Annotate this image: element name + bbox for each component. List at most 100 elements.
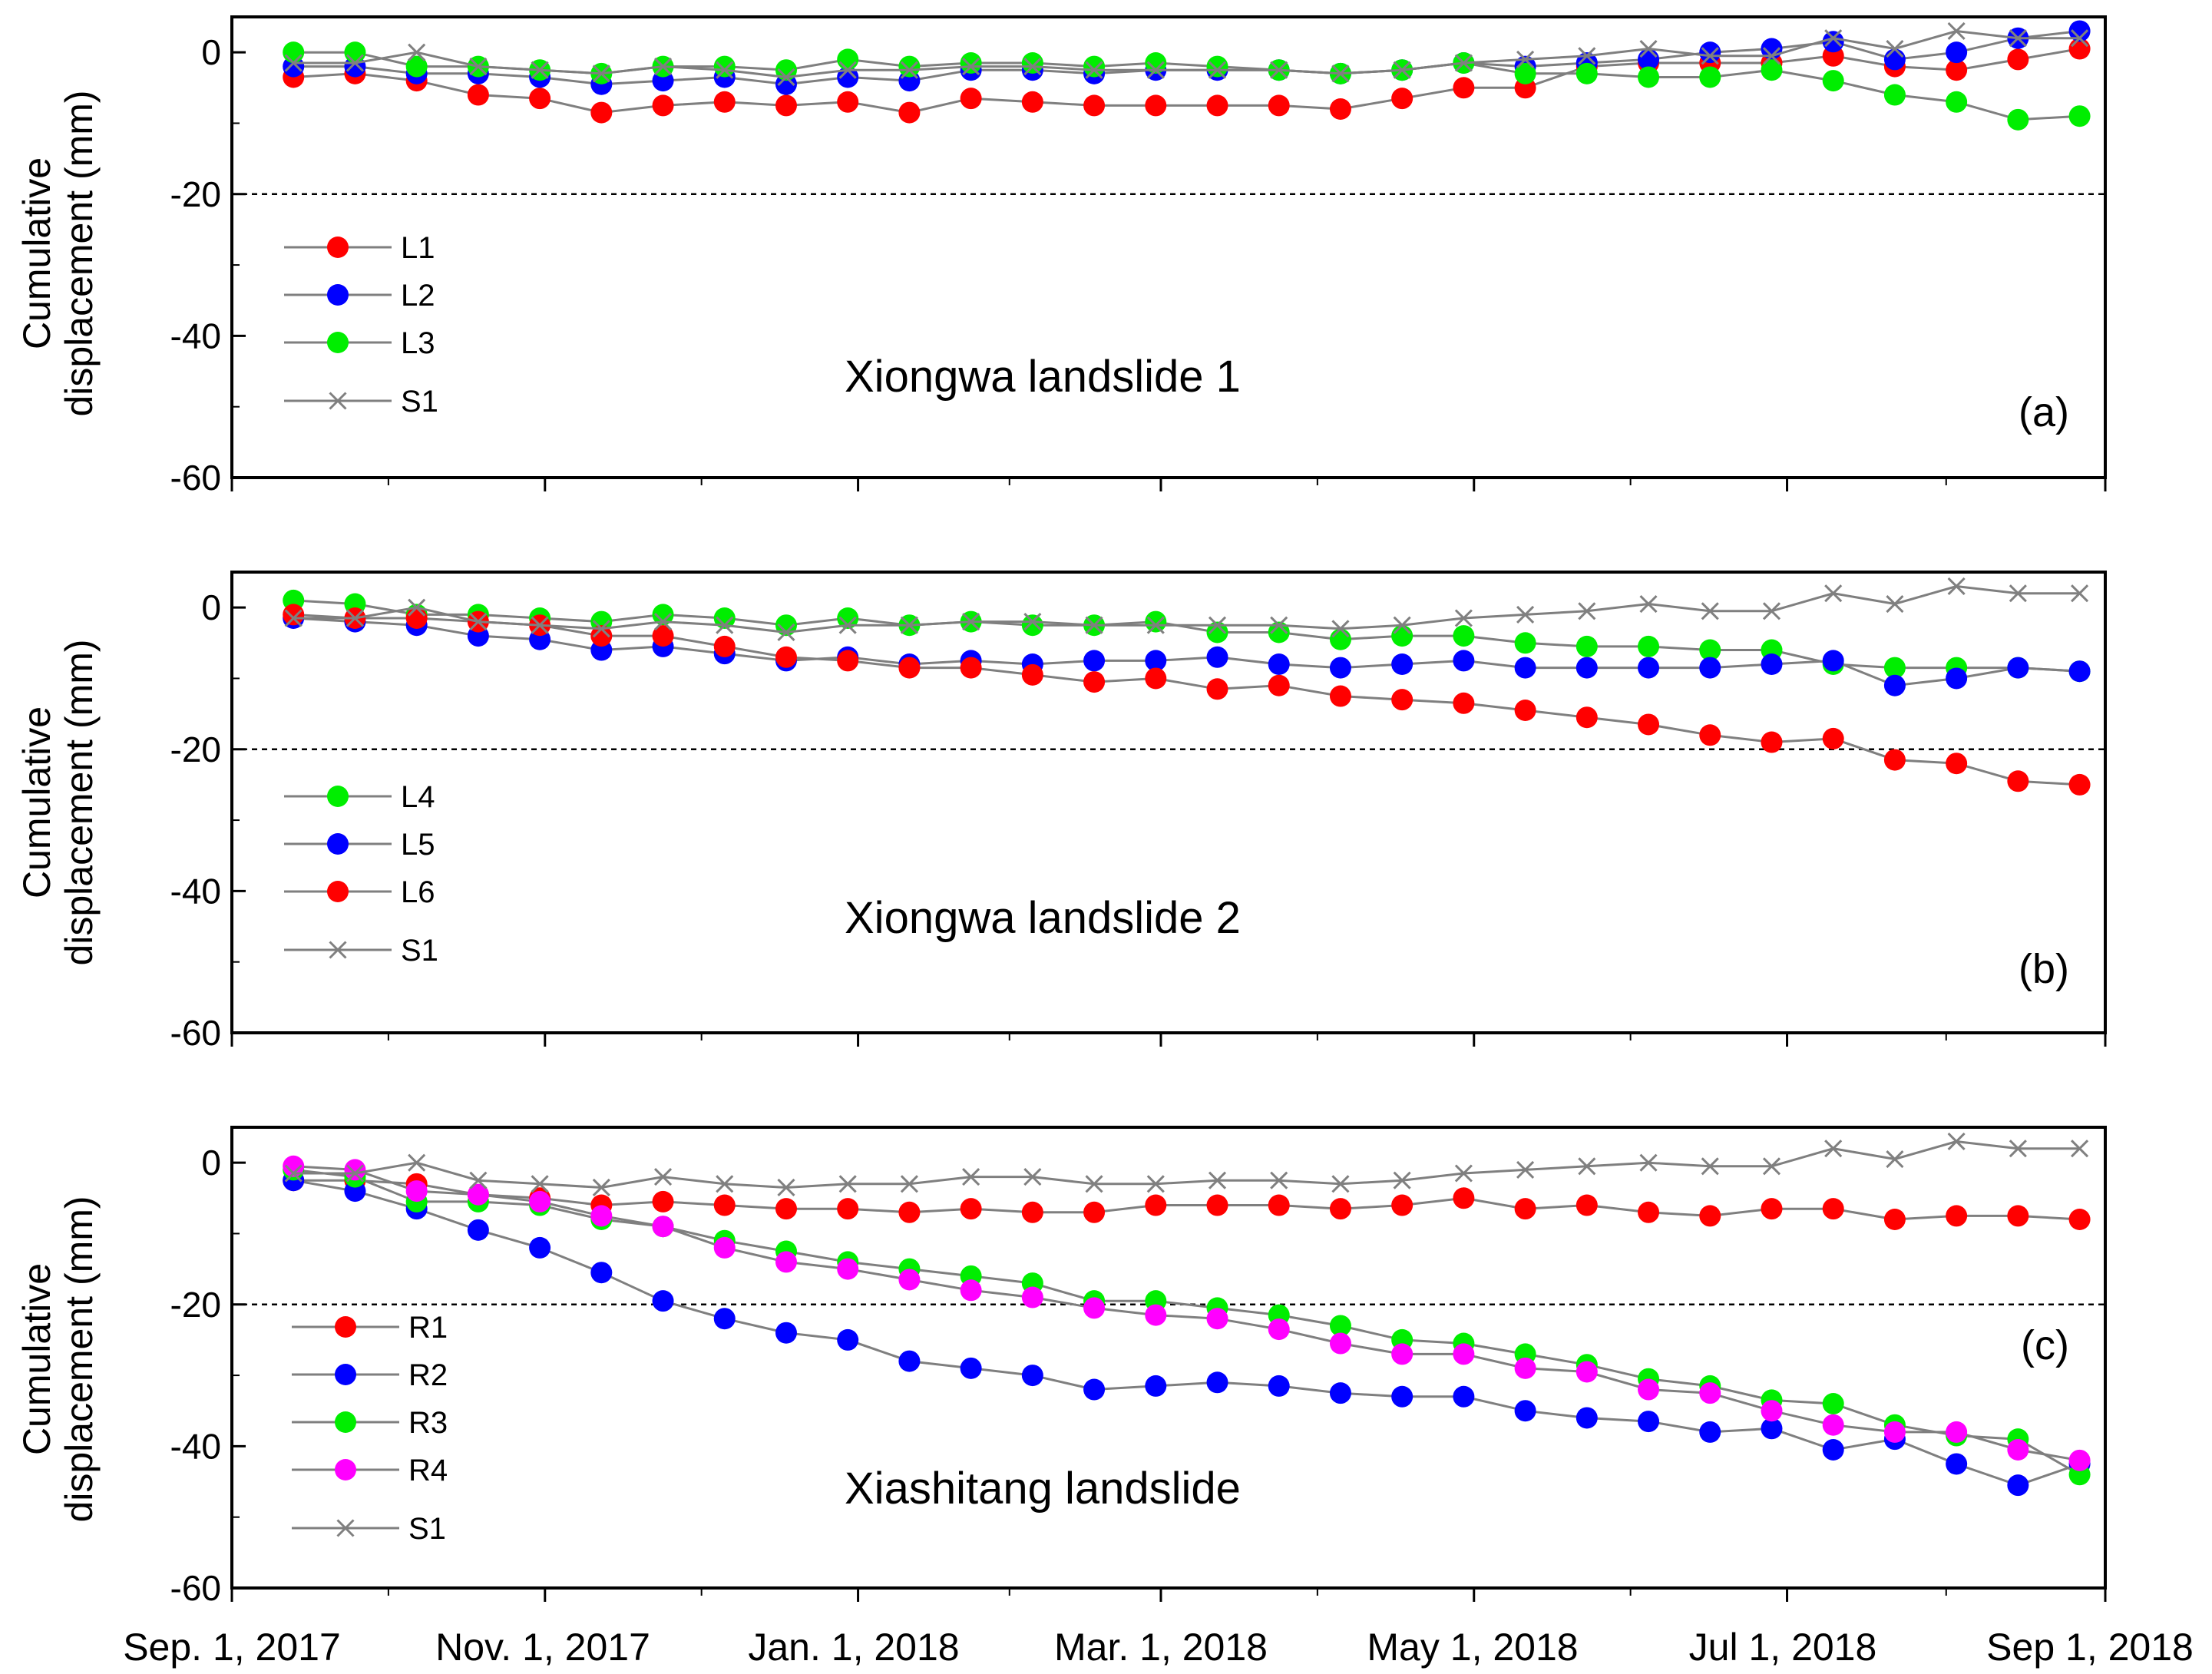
legend-label: L1 xyxy=(401,231,435,265)
data-point-S1-stroke xyxy=(1824,29,1843,48)
data-point-L1 xyxy=(775,94,797,117)
data-point-R4 xyxy=(590,1205,613,1227)
legend-marker-L1 xyxy=(327,237,349,258)
data-point-R4 xyxy=(1822,1414,1844,1436)
data-point-S1-stroke xyxy=(1762,47,1781,65)
data-point-L3 xyxy=(1021,52,1043,74)
data-point-L3 xyxy=(1514,62,1536,84)
data-point-R1 xyxy=(1822,1198,1844,1220)
legend-marker-L5 xyxy=(327,833,349,855)
data-point-R3 xyxy=(1822,1393,1844,1414)
x-tick-label: Mar. 1, 2018 xyxy=(1054,1626,1268,1669)
data-point-L1 xyxy=(1453,77,1475,99)
data-point-L2 xyxy=(1883,48,1906,71)
legend-b: L4 L5 L6 S1 xyxy=(284,780,438,968)
data-point-S1-stroke xyxy=(1516,605,1535,624)
panel-a-ylabel-line2: displacement (mm) xyxy=(58,90,101,416)
legend-marker-S1-stroke xyxy=(329,392,347,410)
data-point-S1-stroke xyxy=(1578,1157,1596,1176)
legend-marker-R4 xyxy=(335,1459,356,1480)
data-point-S1-stroke xyxy=(1701,1157,1719,1176)
data-point-R2 xyxy=(1021,1365,1043,1387)
data-point-L3 xyxy=(960,52,982,74)
data-point-R4 xyxy=(1083,1297,1106,1319)
legend-label: L3 xyxy=(401,326,435,360)
data-point-S1-stroke xyxy=(653,613,673,631)
data-point-L5 xyxy=(1391,653,1413,675)
data-point-L6 xyxy=(713,635,736,657)
data-point-L1 xyxy=(713,91,736,113)
data-point-L5 xyxy=(1268,653,1290,675)
data-point-L6 xyxy=(1638,713,1660,736)
data-point-R4 xyxy=(1699,1382,1721,1404)
data-point-S1-stroke xyxy=(716,61,734,79)
data-point-L3 xyxy=(1083,55,1106,78)
panel-c-tag: (c) xyxy=(2021,1322,2069,1368)
data-point-L5 xyxy=(1329,657,1351,679)
data-point-R4 xyxy=(1453,1343,1475,1365)
data-point-S1-stroke xyxy=(531,616,549,634)
data-point-S1-stroke xyxy=(2071,584,2089,603)
data-point-R4 xyxy=(1576,1361,1598,1383)
data-point-L5 xyxy=(2007,657,2029,679)
data-point-S1-stroke xyxy=(346,609,364,627)
data-point-L5 xyxy=(1638,657,1660,679)
data-point-S1-stroke xyxy=(1454,1164,1473,1183)
data-point-S1-stroke xyxy=(900,616,918,634)
data-point-R4 xyxy=(898,1269,921,1291)
panel-b-ylabel-line2: displacement (mm) xyxy=(58,639,101,965)
data-point-L3 xyxy=(1145,52,1167,74)
data-point-S1-stroke xyxy=(653,1168,673,1186)
data-point-L3 xyxy=(2068,105,2091,127)
data-point-L3 xyxy=(1206,55,1228,78)
y-tick-label: 0 xyxy=(201,1143,221,1183)
data-point-S1-stroke xyxy=(284,609,303,627)
plot-frame xyxy=(230,1126,2107,1590)
data-point-S1-stroke xyxy=(1146,616,1165,634)
data-point-L1 xyxy=(1083,94,1106,117)
data-point-S1-stroke xyxy=(1639,39,1658,58)
data-point-L6 xyxy=(1391,689,1413,711)
x-tick-labels: Sep. 1, 2017 Nov. 1, 2017 Jan. 1, 2018 M… xyxy=(123,1626,2194,1669)
data-point-L5 xyxy=(1083,650,1106,672)
panel-b-ylabel-line1: Cumulative xyxy=(15,706,58,898)
data-point-R1 xyxy=(1391,1194,1413,1216)
y-tick-label: -20 xyxy=(170,1285,221,1325)
data-point-L6 xyxy=(1453,692,1475,714)
data-point-S1-stroke xyxy=(592,620,610,638)
data-point-S1-stroke xyxy=(716,1175,734,1193)
data-point-L6 xyxy=(1822,727,1844,749)
series-line-S1 xyxy=(293,29,2080,79)
data-point-R4 xyxy=(837,1258,859,1280)
data-point-S1-stroke xyxy=(1947,577,1966,596)
x-tick-label: May 1, 2018 xyxy=(1367,1626,1578,1669)
data-point-R2 xyxy=(1822,1439,1844,1461)
series-S1 xyxy=(284,22,2089,87)
data-point-R2 xyxy=(837,1328,859,1351)
data-point-R1 xyxy=(2068,1209,2091,1230)
data-point-S1-stroke xyxy=(1578,47,1596,65)
panel-a-ylabel-line1: Cumulative xyxy=(15,157,58,349)
data-point-L6 xyxy=(898,657,921,679)
data-point-L3 xyxy=(1761,59,1783,81)
legend-marker-S1-stroke xyxy=(329,941,347,959)
data-point-S1-stroke xyxy=(1146,61,1165,79)
data-point-L1 xyxy=(1391,88,1413,110)
series-line-S1 xyxy=(293,1140,2080,1189)
data-point-L2 xyxy=(2068,20,2091,42)
data-point-L6 xyxy=(1699,724,1721,746)
data-point-L4 xyxy=(1391,625,1413,647)
plot-frame xyxy=(230,571,2107,1034)
data-point-R2 xyxy=(1329,1382,1351,1404)
data-point-L3 xyxy=(1822,70,1844,92)
data-point-S1-stroke xyxy=(1701,47,1719,65)
data-point-L6 xyxy=(590,625,613,647)
data-point-R2 xyxy=(1699,1421,1721,1443)
data-point-R1 xyxy=(1946,1205,1968,1227)
data-point-L5 xyxy=(1576,657,1598,679)
data-point-R4 xyxy=(1946,1421,1968,1443)
data-point-R1 xyxy=(1083,1201,1106,1223)
data-point-L4 xyxy=(1514,632,1536,654)
data-point-L1 xyxy=(837,91,859,113)
